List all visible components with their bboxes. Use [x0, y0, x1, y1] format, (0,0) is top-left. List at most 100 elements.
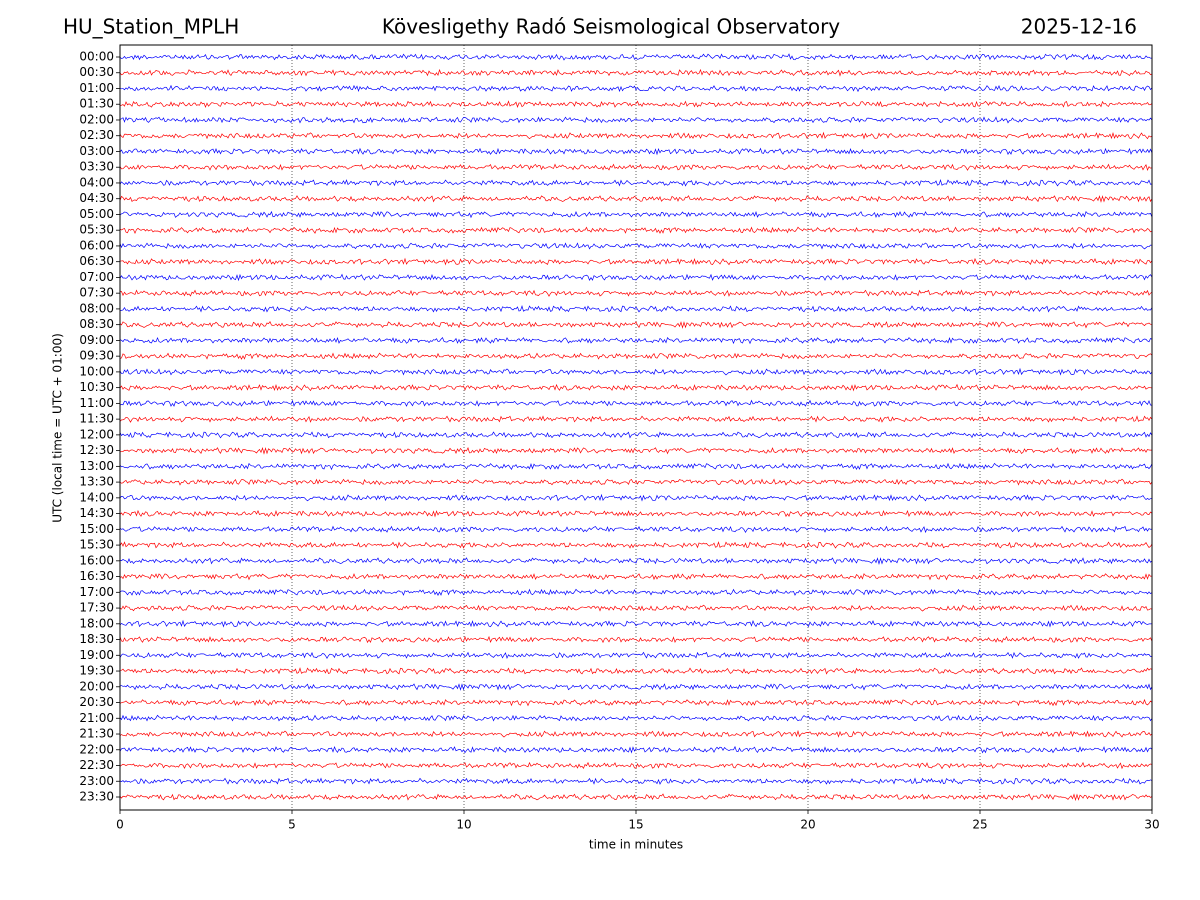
trace: [119, 399, 1153, 407]
trace: [119, 257, 1153, 266]
trace: [119, 336, 1153, 345]
trace: [119, 289, 1153, 297]
y-tick-label: 10:30: [79, 380, 114, 394]
y-tick-label: 07:00: [79, 270, 114, 284]
y-tick-label: 16:30: [79, 569, 114, 583]
y-tick-label: 16:00: [79, 553, 114, 567]
y-tick-label: 19:30: [79, 664, 114, 678]
trace: [119, 604, 1153, 612]
y-tick-label: 21:30: [79, 727, 114, 741]
y-tick-label: 05:00: [79, 207, 114, 221]
trace: [119, 447, 1153, 455]
trace: [119, 761, 1153, 770]
trace: [119, 667, 1153, 675]
y-tick-label: 13:30: [79, 475, 114, 489]
y-tick-label: 08:30: [79, 317, 114, 331]
trace: [119, 431, 1153, 439]
trace: [119, 525, 1153, 534]
trace: [119, 163, 1153, 171]
y-tick-label: 22:30: [79, 758, 114, 772]
y-tick-label: 15:30: [79, 538, 114, 552]
y-tick-label: 05:30: [79, 223, 114, 237]
trace: [119, 462, 1153, 471]
trace: [119, 84, 1153, 93]
trace: [119, 683, 1153, 691]
y-tick-label: 12:00: [79, 427, 114, 441]
y-tick-label: 10:00: [79, 364, 114, 378]
y-tick-label: 04:00: [79, 175, 114, 189]
trace: [119, 573, 1153, 581]
trace: [119, 210, 1153, 219]
trace: [119, 415, 1153, 423]
y-tick-label: 22:00: [79, 742, 114, 756]
y-tick-label: 09:30: [79, 349, 114, 363]
y-tick-label: 18:30: [79, 632, 114, 646]
trace: [119, 557, 1153, 565]
y-tick-label: 15:00: [79, 522, 114, 536]
date-label: 2025-12-16: [1021, 15, 1137, 39]
trace: [119, 383, 1153, 392]
x-axis-label: time in minutes: [589, 838, 683, 852]
trace: [119, 493, 1153, 502]
y-tick-label: 03:00: [79, 144, 114, 158]
trace: [119, 651, 1153, 660]
x-tick-label: 15: [628, 818, 643, 832]
y-axis-label: UTC (local time = UTC + 01:00): [51, 333, 65, 523]
plot-frame: [119, 44, 1153, 811]
x-tick-label: 10: [456, 818, 471, 832]
y-tick-label: 20:00: [79, 679, 114, 693]
trace: [119, 304, 1153, 313]
y-tick-label: 17:00: [79, 585, 114, 599]
y-tick-label: 23:30: [79, 790, 114, 804]
trace: [119, 147, 1153, 156]
trace: [119, 226, 1153, 235]
trace: [119, 714, 1153, 722]
y-tick-label: 07:30: [79, 286, 114, 300]
y-tick-label: 01:00: [79, 81, 114, 95]
y-tick-label: 06:30: [79, 254, 114, 268]
trace: [119, 131, 1153, 140]
y-tick-label: 14:00: [79, 490, 114, 504]
y-tick-label: 00:30: [79, 65, 114, 79]
y-tick-label: 06:00: [79, 238, 114, 252]
y-tick-label: 14:30: [79, 506, 114, 520]
y-tick-label: 11:30: [79, 412, 114, 426]
trace: [119, 729, 1153, 738]
y-tick-label: 13:00: [79, 459, 114, 473]
trace: [119, 793, 1153, 802]
y-tick-label: 02:30: [79, 128, 114, 142]
y-tick-label: 11:00: [79, 396, 114, 410]
x-tick-label: 25: [972, 818, 987, 832]
trace: [119, 588, 1153, 597]
y-tick-label: 08:00: [79, 301, 114, 315]
trace: [119, 698, 1153, 707]
chart-title: Kövesligethy Radó Seismological Observat…: [382, 15, 840, 39]
y-tick-label: 21:00: [79, 711, 114, 725]
trace: [119, 635, 1153, 644]
trace: [119, 478, 1153, 486]
trace: [119, 273, 1153, 282]
trace: [119, 352, 1153, 360]
trace: [119, 179, 1153, 187]
y-tick-label: 23:00: [79, 774, 114, 788]
station-label: HU_Station_MPLH: [63, 15, 239, 39]
y-tick-label: 19:00: [79, 648, 114, 662]
trace: [119, 745, 1153, 754]
trace: [119, 777, 1153, 785]
x-tick-label: 20: [800, 818, 815, 832]
y-tick-label: 20:30: [79, 695, 114, 709]
trace: [119, 242, 1153, 250]
trace: [119, 541, 1153, 549]
trace: [119, 321, 1153, 329]
y-tick-label: 12:30: [79, 443, 114, 457]
y-tick-label: 01:30: [79, 97, 114, 111]
y-tick-label: 17:30: [79, 601, 114, 615]
trace: [119, 195, 1153, 203]
x-tick-label: 30: [1144, 818, 1159, 832]
y-tick-label: 09:00: [79, 333, 114, 347]
x-tick-label: 5: [288, 818, 296, 832]
y-tick-label: 02:00: [79, 112, 114, 126]
y-tick-label: 18:00: [79, 616, 114, 630]
trace: [119, 509, 1153, 518]
